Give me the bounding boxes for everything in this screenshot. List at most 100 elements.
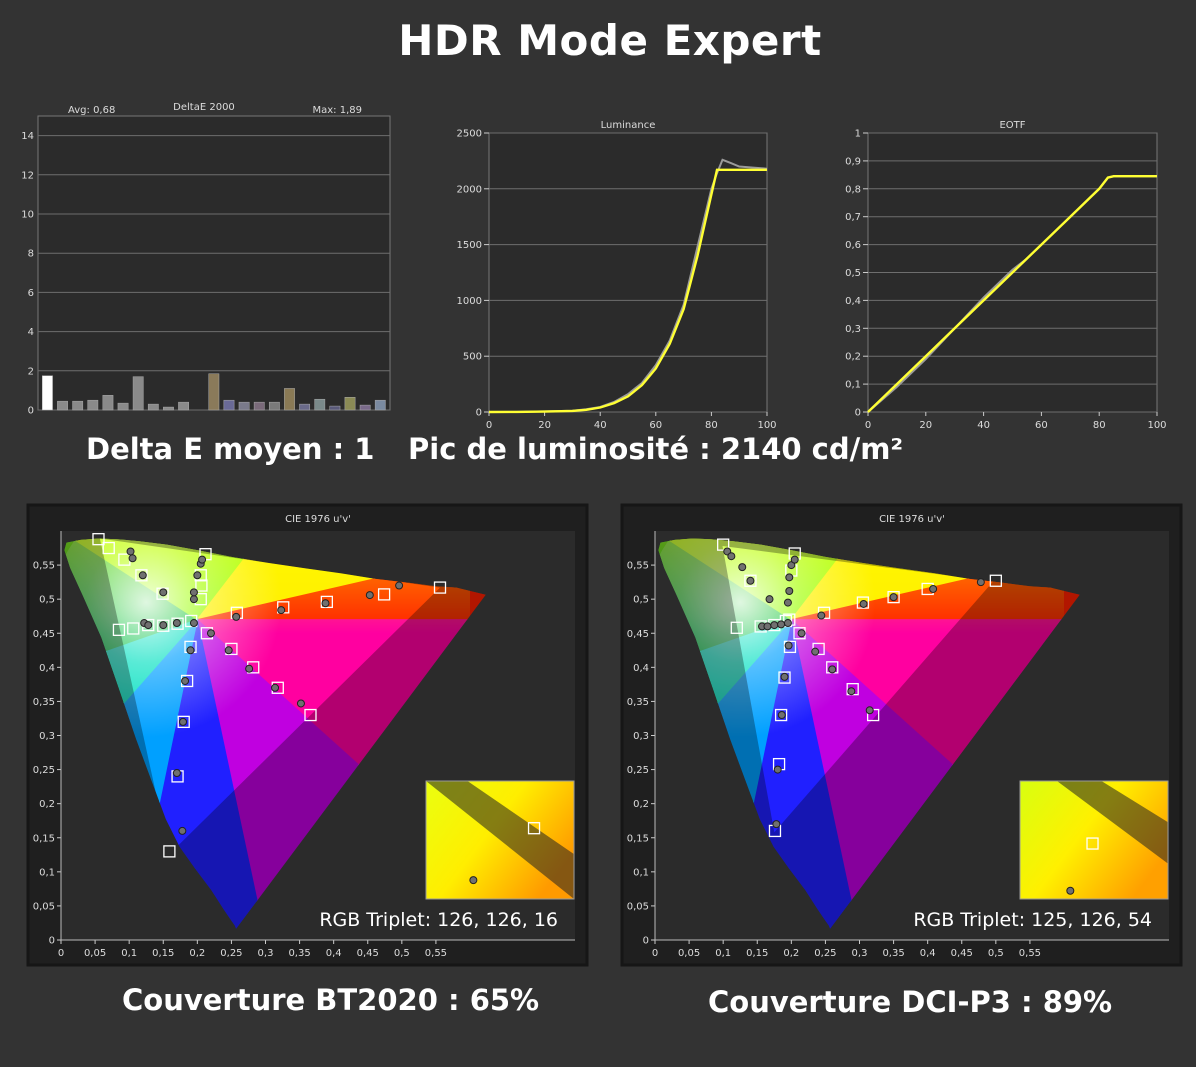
cie_bt2020-ytick-label: 0,35 [33,697,55,708]
cie_bt2020-measured-point [193,571,202,580]
cie_bt2020-measured-point [245,664,254,673]
cie_dcip3-ytick-label: 0,3 [633,731,649,742]
cie_dcip3-xtick-label: 0,5 [988,948,1004,959]
cie_dcip3-measured-point [765,595,774,604]
cie_dcip3-inset-border [1019,780,1169,900]
cie_dcip3-target-marker [730,621,743,634]
cie_dcip3-ytick-label: 0,5 [633,595,649,606]
cie_bt2020-ytick-label: 0,55 [33,561,55,572]
cie_bt2020-ytick-label: 0,25 [33,765,55,776]
cie_bt2020-ytick-label: 0 [49,936,55,947]
deltae-ytick-label: 12 [21,170,34,181]
cie_bt2020-target-marker [377,588,391,601]
deltae-bar [57,400,68,411]
cie_dcip3-ytick-label: 0 [643,936,649,947]
cie_bt2020-target-marker [135,569,148,582]
deltae-ytick-label: 8 [28,249,34,260]
cie_bt2020-measured-point [144,621,153,630]
cie_bt2020-inset-target-marker [527,822,541,835]
deltae-max-label: Max: 1,89 [313,105,363,116]
deltae-bar [284,388,295,411]
cie_dcip3-rgb-triplet: RGB Triplet: 125, 126, 54 [913,909,1152,931]
eotf-ytick-label: 0,1 [845,380,861,391]
luminance-ytick-label: 1000 [457,296,482,307]
deltae-bar [178,401,189,411]
cie_bt2020-xtick-label: 0,3 [258,948,274,959]
cie_dcip3-target-marker [778,671,791,684]
deltae-title: DeltaE 2000 [173,102,235,113]
luminance-xtick-label: 0 [486,420,492,431]
cie_dcip3-xtick-label: 0 [652,948,658,959]
cie_dcip3-measured-point [790,555,799,564]
cie_dcip3-measured-point [889,593,898,602]
deltae-bar [238,401,250,411]
cie_bt2020-xtick-label: 0,2 [189,948,205,959]
cie_bt2020-target-marker [157,619,170,632]
cie_bt2020-target-marker [320,595,334,609]
deltae-bar [102,395,114,411]
luminance-ytick-label: 2500 [457,129,482,140]
peak-luminance-caption: Pic de luminosité : 2140 cd/m² [408,432,904,466]
cie_bt2020-target-marker [102,541,115,555]
deltae-bar [72,400,84,411]
luminance-ytick-label: 500 [463,352,482,363]
cie_bt2020-target-marker [177,715,190,729]
eotf-ytick-label: 0,6 [845,240,861,251]
eotf-ytick-label: 0,8 [845,184,861,195]
cie_dcip3-measured-point [797,629,806,638]
cie_bt2020-inset-band [426,781,574,899]
cie_bt2020-xtick-label: 0,05 [84,948,106,959]
deltae-bar [374,399,386,411]
cie_dcip3-ytick-label: 0,1 [633,867,649,878]
luminance-plot-area [488,132,768,413]
cie_dcip3-xtick-label: 0,2 [783,948,799,959]
eotf-xtick-label: 60 [1035,420,1048,431]
cie_bt2020-measured-point [172,619,181,628]
cie_dcip3-measured-point [783,598,792,607]
cie_bt2020-inset [426,781,574,899]
cie_dcip3-measured-point [777,711,786,720]
cie_dcip3-ytick-label: 0,35 [627,697,649,708]
cie_dcip3-ytick-label: 0,45 [627,629,649,640]
deltae-bar [42,375,53,411]
cie_bt2020-title: CIE 1976 u'v' [285,514,351,525]
cie_dcip3-target-marker [887,590,900,604]
cie_bt2020-measured-point [189,588,198,597]
eotf-ytick-label: 0,4 [845,296,861,307]
deltae-avg-label: Avg: 0,68 [68,105,115,116]
deltae-bar [87,399,99,411]
luminance-xtick-label: 80 [705,420,718,431]
cie_bt2020-measured-point [271,683,280,692]
deltae-bar [147,403,159,411]
cie_dcip3-target-marker [989,574,1002,587]
deltae-bar [268,401,280,411]
cie_bt2020-ytick-label: 0,4 [39,663,55,674]
cie_bt2020-target-marker [112,623,126,636]
eotf-title: EOTF [999,120,1025,131]
cie_bt2020-ytick-label: 0,45 [33,629,55,640]
cie_dcip3-xtick-label: 0,45 [951,948,973,959]
luminance-xtick-label: 100 [757,420,776,431]
luminance-ytick-label: 1500 [457,240,482,251]
delta-e-caption: Delta E moyen : 1 [86,432,375,466]
cie_bt2020-xtick-label: 0,35 [288,948,310,959]
cie_bt2020-ytick-label: 0,2 [39,799,55,810]
cie_bt2020-measured-point [206,629,215,638]
cie_bt2020-target-marker [304,708,317,722]
luminance-xtick-label: 60 [649,420,662,431]
cie_bt2020-ytick-label: 0,05 [33,901,55,912]
cie_bt2020-xtick-label: 0 [58,948,64,959]
deltae-bar [223,399,235,411]
cie_bt2020-measured-point [198,555,207,564]
cie_bt2020-xtick-label: 0,15 [152,948,174,959]
eotf-ytick-label: 0,7 [845,212,861,223]
cie_bt2020-xtick-label: 0,1 [121,948,137,959]
cie_dcip3-ytick-label: 0,4 [633,663,649,674]
deltae-bar [314,398,326,411]
cie_dcip3-xtick-label: 0,05 [678,948,700,959]
cie_bt2020-ytick-label: 0,1 [39,867,55,878]
cie_dcip3-ytick-label: 0,2 [633,799,649,810]
cie_bt2020-measured-point [172,768,181,777]
cie_bt2020-target-marker [171,617,184,630]
cie_bt2020-measured-point [189,595,198,604]
